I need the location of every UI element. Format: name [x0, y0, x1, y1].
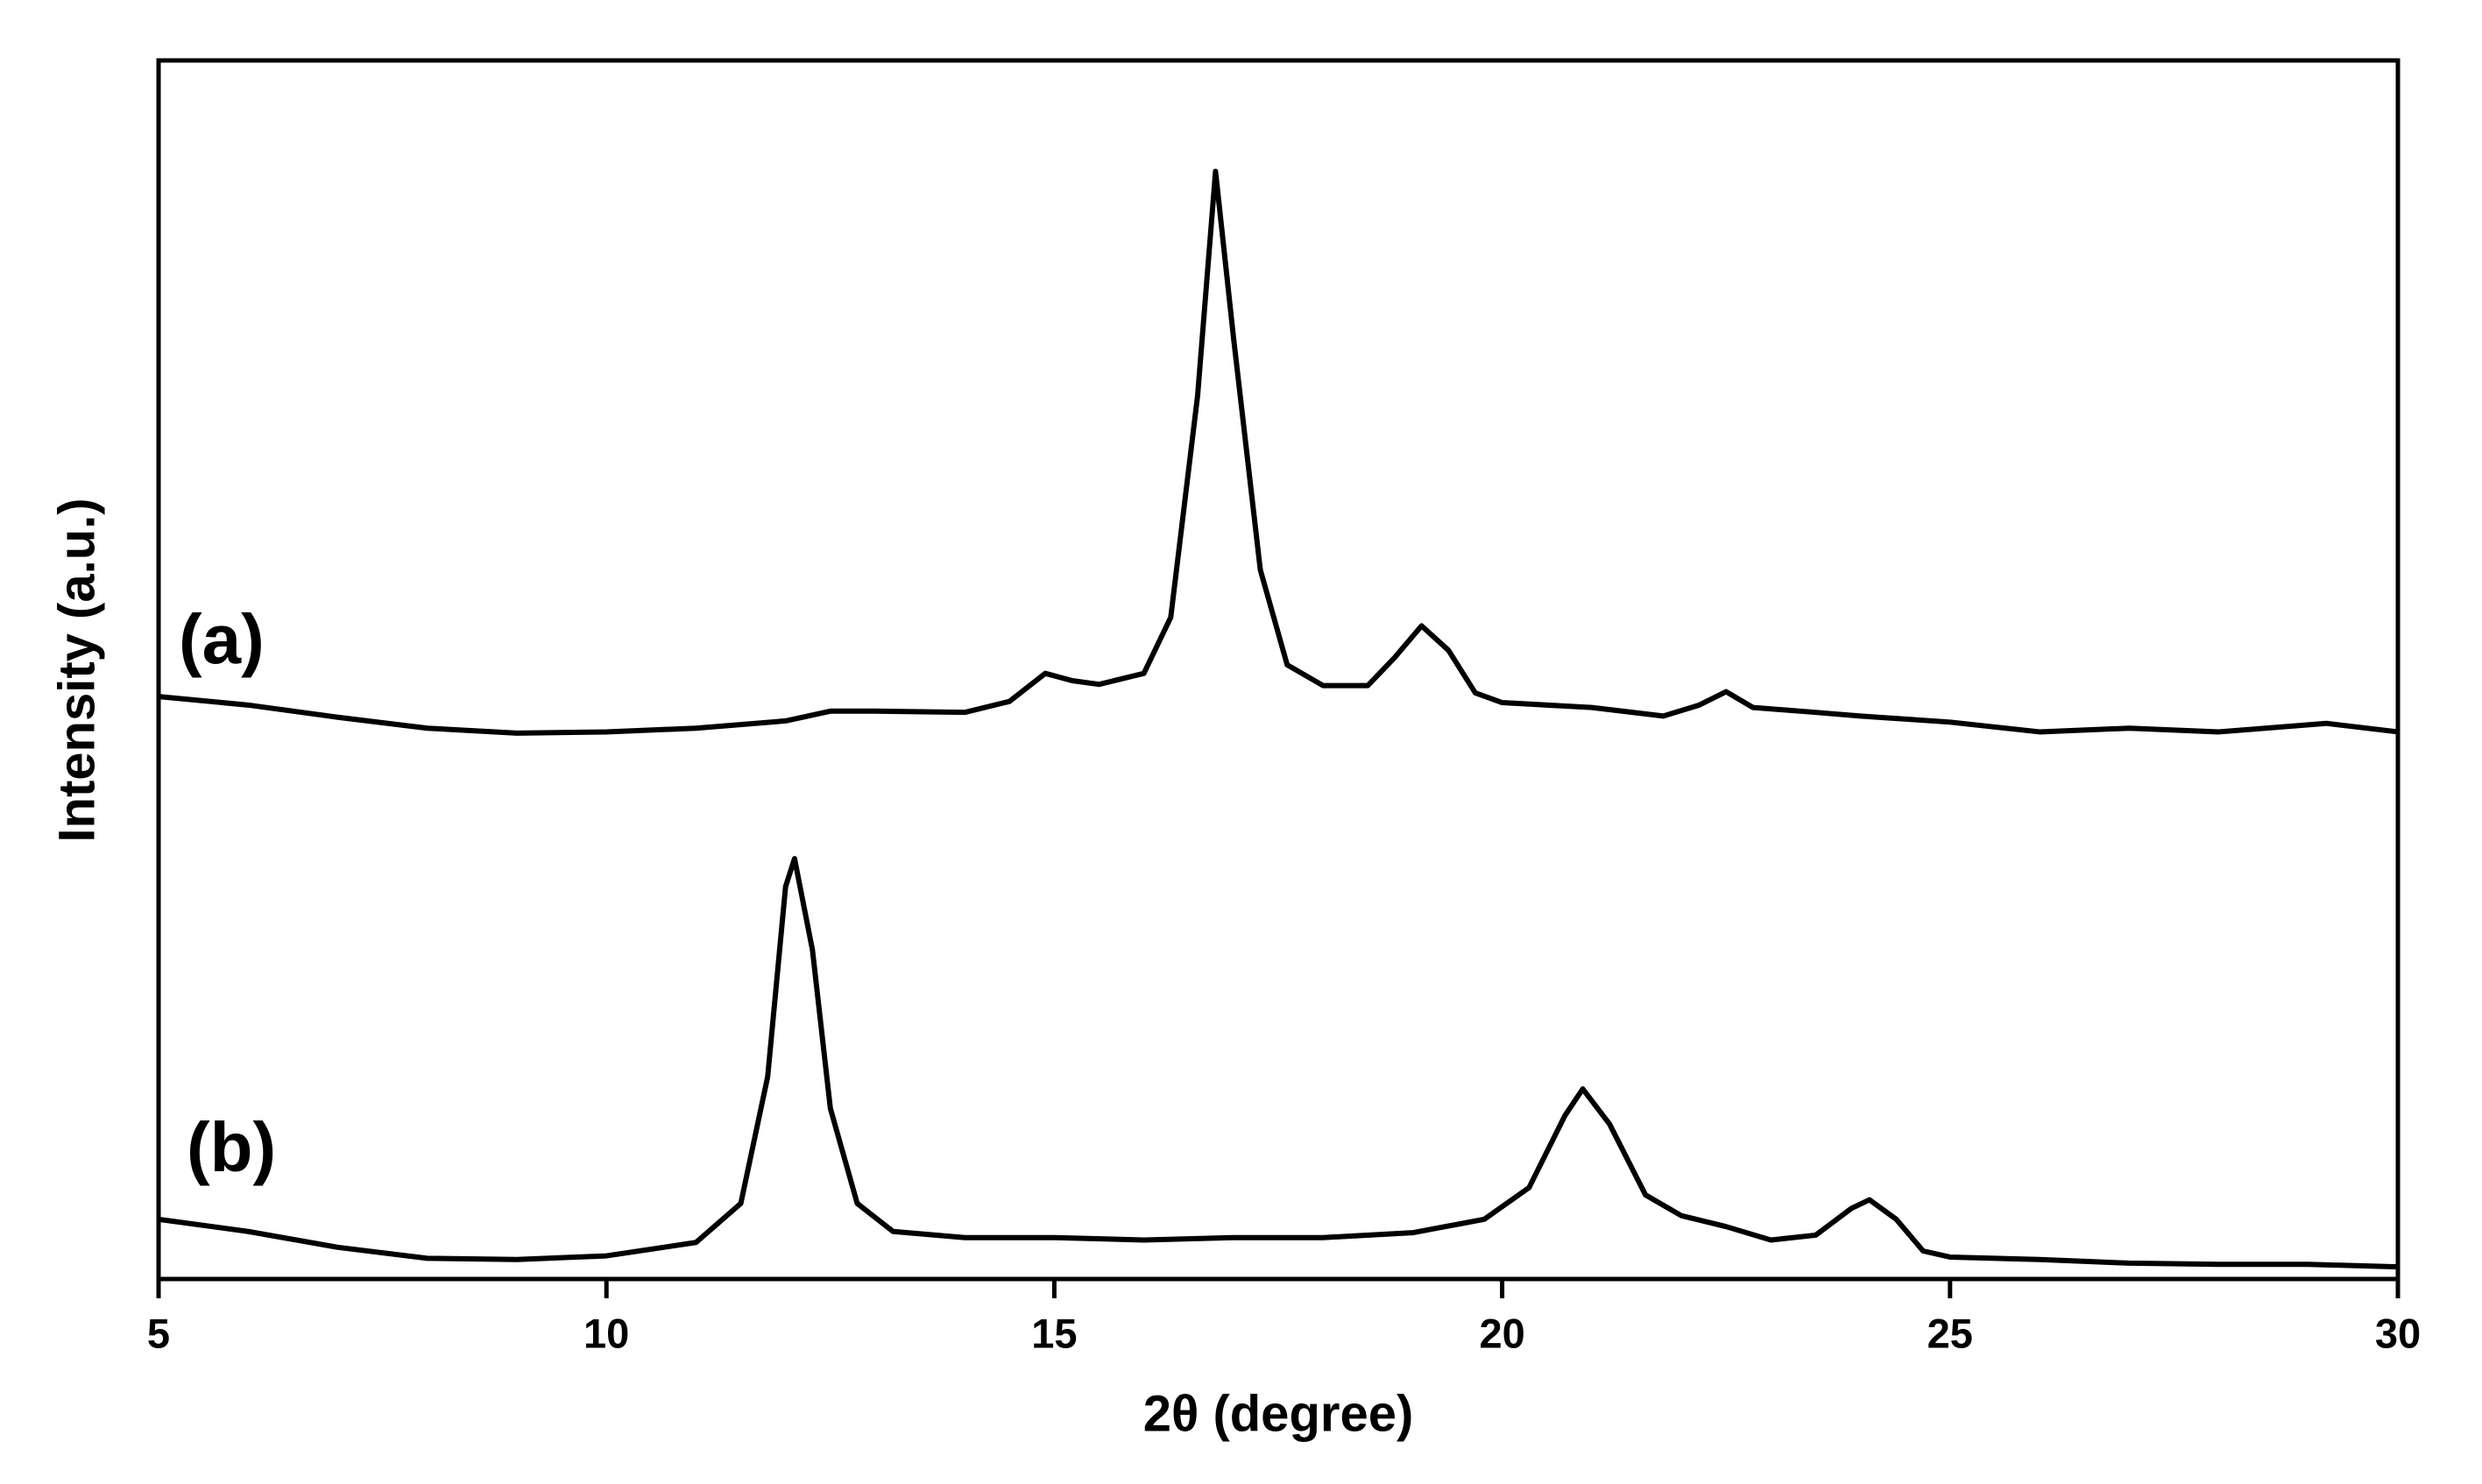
plot-frame [156, 58, 2401, 1282]
x-tick-label: 15 [1031, 1310, 1077, 1356]
x-tick-label: 5 [147, 1310, 170, 1356]
x-tick-label: 25 [1927, 1310, 1973, 1356]
x-tick-label: 10 [583, 1310, 629, 1356]
y-axis-title: Intensity (a.u.) [48, 498, 105, 842]
x-tick-label: 30 [2375, 1310, 2421, 1356]
annotation: (a) [179, 600, 265, 678]
x-axis-title: 2θ (degree) [1143, 1385, 1414, 1442]
annotation: (b) [187, 1108, 276, 1186]
x-tick-label: 20 [1479, 1310, 1524, 1356]
line [158, 168, 2399, 736]
line [158, 856, 2399, 1270]
